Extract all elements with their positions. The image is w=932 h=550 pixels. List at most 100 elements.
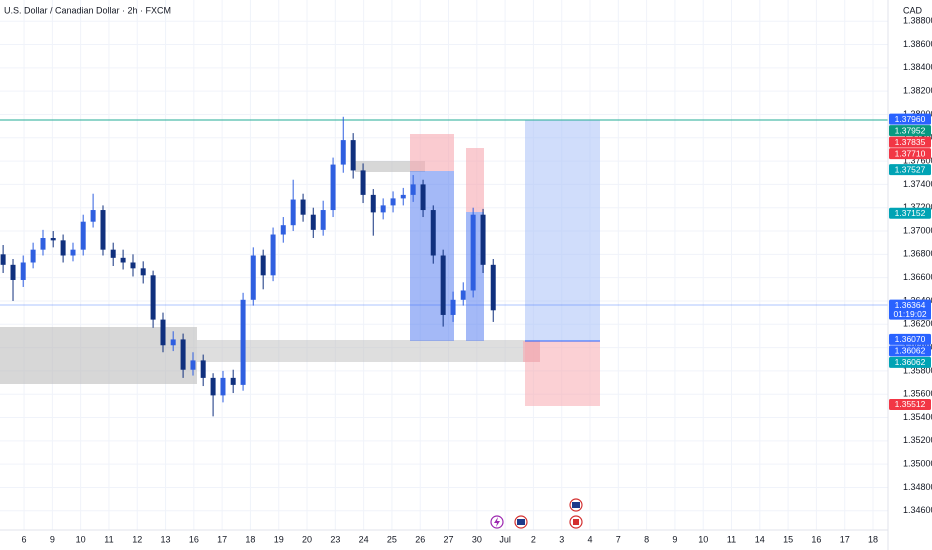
x-tick-label: 30: [472, 534, 482, 544]
price-tag-label: 1.37710: [895, 148, 926, 158]
y-tick-label: 1.38800: [903, 16, 932, 26]
candle-body: [190, 360, 196, 370]
candle-body: [100, 210, 106, 250]
candle-body: [320, 210, 326, 230]
y-tick-label: 1.35600: [903, 389, 932, 399]
x-tick-label: 9: [672, 534, 677, 544]
candle-body: [50, 238, 56, 241]
x-tick-label: 15: [783, 534, 793, 544]
x-tick-label: 12: [132, 534, 142, 544]
y-tick-label: 1.37600: [903, 155, 932, 165]
x-tick-label: 26: [415, 534, 425, 544]
x-tick-label: 3: [559, 534, 564, 544]
price-tag: [889, 398, 931, 410]
price-tag: [889, 148, 931, 160]
x-tick-label: 8: [644, 534, 649, 544]
candle-body: [150, 275, 156, 320]
candle-body: [310, 214, 316, 230]
candle-body: [10, 264, 16, 280]
candle-body: [120, 257, 126, 263]
price-tag-label: 1.36070: [895, 334, 926, 344]
candle-body: [330, 164, 336, 211]
candle-body: [140, 268, 146, 276]
candle-body: [0, 254, 6, 265]
price-tag: [889, 125, 931, 137]
drawings: [0, 119, 888, 406]
y-tick-label: 1.36800: [903, 249, 932, 259]
x-tick-label: 7: [616, 534, 621, 544]
candle-body: [420, 184, 426, 211]
price-tag-label: 1.36062: [895, 357, 926, 367]
candle-body: [240, 299, 246, 385]
x-tick-label: 10: [76, 534, 86, 544]
price-tag: [889, 164, 931, 176]
candle-body: [380, 205, 386, 213]
price-tag: [889, 136, 931, 148]
candle-body: [290, 199, 296, 226]
x-tick-label: 27: [444, 534, 454, 544]
target-zone: [525, 120, 600, 341]
x-tick-label: 18: [868, 534, 878, 544]
candle-body: [300, 199, 306, 215]
y-tick-label: 1.37200: [903, 202, 932, 212]
candle-body: [60, 240, 66, 256]
candle-body: [440, 255, 446, 315]
candle-body: [40, 238, 46, 250]
stop-zone: [466, 148, 484, 212]
x-tick-label: 23: [330, 534, 340, 544]
candle-body: [130, 262, 136, 269]
candle-body: [340, 140, 346, 165]
candle-body: [180, 339, 186, 370]
candle-body: [490, 264, 496, 311]
y-tick-label: 1.35200: [903, 435, 932, 445]
candle-body: [110, 249, 116, 258]
candle-body: [270, 234, 276, 276]
candle-body: [390, 198, 396, 206]
x-tick-label: 16: [811, 534, 821, 544]
price-tag-label: 1.35512: [895, 399, 926, 409]
x-tick-label: 11: [104, 534, 113, 544]
y-tick-label: 1.38200: [903, 86, 932, 96]
flag: [572, 502, 580, 508]
candle-body: [70, 249, 76, 256]
candle-body: [400, 194, 406, 199]
candle-body: [90, 210, 96, 222]
x-tick-label: 4: [588, 534, 593, 544]
price-tag: [889, 207, 931, 219]
candle-body: [260, 255, 266, 276]
candle-body: [430, 210, 436, 256]
currency-label: CAD: [903, 5, 923, 15]
price-tag-label: 1.37960: [895, 114, 926, 124]
event-icon: [494, 517, 500, 527]
x-tick-label: 13: [161, 534, 171, 544]
candle-body: [350, 140, 356, 171]
candle-body: [30, 249, 36, 263]
zone: [355, 161, 425, 172]
price-tag: [889, 299, 931, 320]
x-tick-label: 19: [274, 534, 284, 544]
candle-body: [280, 225, 286, 235]
candle-body: [460, 290, 466, 300]
price-tag-label: 1.37152: [895, 208, 926, 218]
x-tick-label: 10: [698, 534, 708, 544]
x-tick-label: 17: [840, 534, 850, 544]
x-tick-label: 17: [217, 534, 227, 544]
axes: 1.34600 1.34800 1.35000 1.35200 1.35400 1.356…: [22, 16, 932, 545]
x-tick-label: 25: [387, 534, 397, 544]
stop-zone: [410, 134, 454, 171]
candle-body: [210, 377, 216, 396]
candle-body: [450, 299, 456, 315]
x-tick-label: Jul: [499, 534, 511, 544]
flag: [517, 519, 525, 525]
flag: [573, 519, 579, 525]
candle-body: [230, 377, 236, 385]
price-tag: [889, 113, 931, 125]
x-tick-label: 14: [755, 534, 765, 544]
candle-body: [80, 221, 86, 250]
x-tick-label: 11: [727, 534, 736, 544]
price-tag-label: 1.37527: [895, 164, 926, 174]
y-tick-label: 1.35400: [903, 412, 932, 422]
y-tick-label: 1.36200: [903, 319, 932, 329]
price-tag-label: 1.36062: [895, 346, 926, 356]
